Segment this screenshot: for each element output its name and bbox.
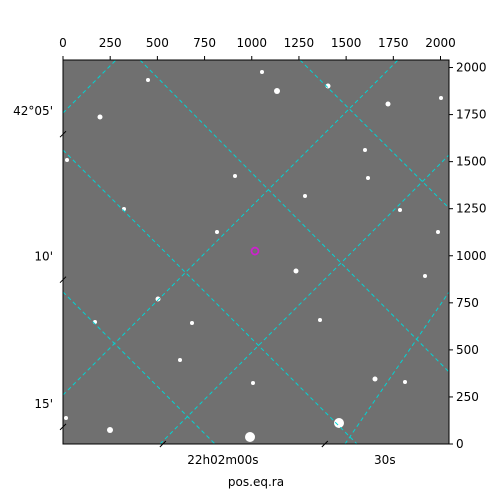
dec-tick-label: 42°05' <box>13 104 53 118</box>
top-tick-label: 500 <box>146 36 169 50</box>
coordinate-grid <box>63 60 449 444</box>
top-tick-label: 0 <box>59 36 67 50</box>
source-marker <box>250 246 260 256</box>
right-tick-label: 2000 <box>456 61 487 75</box>
x-axis-label: pos.eq.ra <box>228 475 284 489</box>
top-tick-label: 250 <box>99 36 122 50</box>
dec-tick <box>59 276 67 284</box>
right-tick-label: 250 <box>456 390 479 404</box>
ra-tick-label: 30s <box>374 453 396 467</box>
top-tick-label: 1000 <box>236 36 267 50</box>
top-tick-label: 2000 <box>425 36 456 50</box>
top-tick-label: 750 <box>193 36 216 50</box>
right-tick-label: 1000 <box>456 249 487 263</box>
right-tick-label: 0 <box>456 437 464 451</box>
dec-tick-label: 15' <box>34 397 53 411</box>
right-tick-label: 1750 <box>456 108 487 122</box>
dec-tick <box>59 423 67 431</box>
right-tick-label: 1500 <box>456 155 487 169</box>
right-tick-label: 750 <box>456 296 479 310</box>
ra-tick <box>159 440 167 448</box>
right-tick-label: 500 <box>456 343 479 357</box>
top-tick-label: 1250 <box>284 36 315 50</box>
dec-tick <box>59 130 67 138</box>
stars <box>64 70 443 442</box>
top-tick-label: 1500 <box>331 36 362 50</box>
top-tick-label: 1750 <box>378 36 409 50</box>
ra-tick <box>321 440 329 448</box>
frame <box>62 59 450 445</box>
dec-tick-label: 10' <box>34 250 53 264</box>
right-tick-label: 1250 <box>456 202 487 216</box>
ra-tick-label: 22h02m00s <box>187 453 258 467</box>
sky-image <box>63 60 449 444</box>
